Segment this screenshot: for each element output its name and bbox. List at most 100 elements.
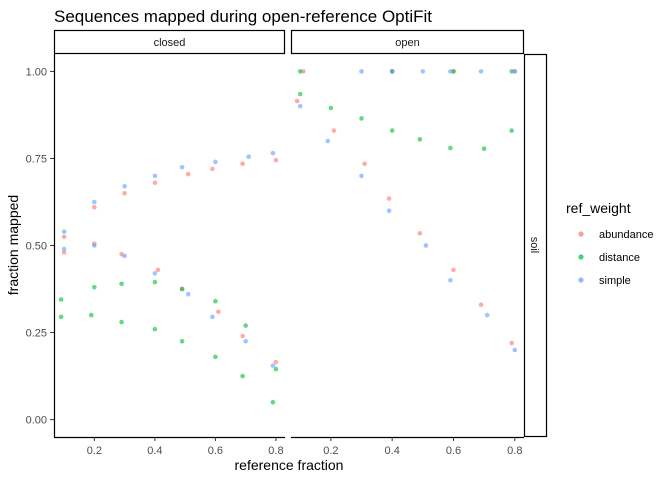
y-tick-label-4: 1.00 xyxy=(26,66,47,78)
point-open-distance-3 xyxy=(359,116,364,121)
strip-soil-box xyxy=(523,53,548,438)
point-closed-abundance-2 xyxy=(92,204,97,210)
x-tick-label-closed-0: 0.2 xyxy=(87,445,102,457)
legend: ref_weight abundance distance simple xyxy=(566,200,653,287)
x-tick-label-closed-1: 0.4 xyxy=(147,445,162,457)
point-closed-abundance-0 xyxy=(61,234,67,240)
points-closed xyxy=(58,150,279,405)
point-closed-simple-12 xyxy=(246,154,251,159)
point-open-distance-2 xyxy=(328,105,334,111)
x-tick-label-open-3: 0.8 xyxy=(507,445,522,457)
strip-soil: soil xyxy=(523,53,548,438)
legend-title: ref_weight xyxy=(566,200,631,216)
legend-key-simple xyxy=(578,277,584,283)
point-open-simple-9 xyxy=(448,278,453,283)
point-closed-abundance-8 xyxy=(185,171,191,177)
point-open-abundance-5 xyxy=(386,196,392,201)
legend-key-distance xyxy=(578,254,584,260)
strip-open-box xyxy=(290,29,525,55)
point-closed-abundance-11 xyxy=(216,309,221,315)
open-x-ticks: 0.2 0.4 0.6 0.8 xyxy=(323,437,522,457)
x-tick-label-open-2: 0.6 xyxy=(446,445,461,457)
point-open-simple-10 xyxy=(478,69,484,74)
point-closed-simple-9 xyxy=(185,291,191,297)
point-closed-distance-8 xyxy=(179,286,185,292)
point-closed-distance-10 xyxy=(213,298,218,304)
point-closed-abundance-15 xyxy=(273,359,279,365)
point-closed-distance-13 xyxy=(240,373,245,379)
closed-x-ticks: 0.2 0.4 0.6 0.8 xyxy=(87,437,284,457)
point-open-distance-0 xyxy=(297,69,303,74)
point-closed-distance-4 xyxy=(119,281,124,287)
strip-closed-box xyxy=(53,29,286,55)
point-closed-simple-0 xyxy=(61,229,67,234)
point-closed-distance-9 xyxy=(179,339,185,344)
legend-item-distance: distance xyxy=(578,252,640,264)
point-open-simple-6 xyxy=(420,69,426,74)
point-closed-distance-12 xyxy=(243,323,248,328)
point-closed-abundance-1 xyxy=(61,250,67,255)
point-open-distance-1 xyxy=(297,91,303,97)
point-closed-simple-15 xyxy=(270,363,276,368)
y-tick-label-3: 0.75 xyxy=(26,153,47,165)
chart-title: Sequences mapped during open-reference O… xyxy=(54,7,432,26)
point-open-abundance-11 xyxy=(509,340,514,346)
point-closed-abundance-6 xyxy=(152,180,158,186)
strip-closed-label: closed xyxy=(154,37,186,49)
point-open-simple-3 xyxy=(359,173,364,179)
point-open-simple-2 xyxy=(359,69,364,74)
point-closed-distance-0 xyxy=(58,297,64,302)
legend-label-distance: distance xyxy=(599,252,640,264)
point-open-abundance-8 xyxy=(451,267,456,273)
point-closed-abundance-14 xyxy=(273,157,279,163)
points-open xyxy=(294,69,518,353)
point-open-distance-8 xyxy=(448,145,453,151)
point-open-simple-0 xyxy=(297,103,303,109)
point-open-simple-8 xyxy=(448,69,453,74)
point-open-abundance-2 xyxy=(331,128,337,133)
point-open-simple-12 xyxy=(512,69,518,74)
y-tick-label-1: 0.25 xyxy=(26,328,47,340)
x-axis-title: reference fraction xyxy=(235,457,344,473)
y-tick-label-2: 0.50 xyxy=(26,241,47,253)
panel-closed: closed 0.2 0.4 0.6 0.8 xyxy=(53,29,286,457)
point-open-abundance-10 xyxy=(478,302,484,308)
x-tick-label-open-1: 0.4 xyxy=(385,445,400,457)
legend-label-simple: simple xyxy=(599,275,631,287)
x-tick-label-open-0: 0.2 xyxy=(323,445,338,457)
point-closed-simple-4 xyxy=(122,184,127,189)
strip-soil-label: soil xyxy=(528,237,540,254)
point-closed-distance-14 xyxy=(273,366,279,372)
point-closed-abundance-12 xyxy=(240,161,245,166)
point-closed-simple-10 xyxy=(213,159,218,165)
point-closed-simple-13 xyxy=(243,339,248,344)
legend-key-abundance xyxy=(578,231,584,237)
y-tick-label-0: 0.00 xyxy=(26,415,47,427)
point-closed-simple-11 xyxy=(210,314,215,320)
point-open-simple-13 xyxy=(512,347,518,353)
x-tick-label-closed-2: 0.6 xyxy=(208,445,223,457)
point-closed-simple-8 xyxy=(179,164,185,170)
point-open-distance-5 xyxy=(389,128,395,133)
point-open-simple-7 xyxy=(423,243,429,248)
x-tick-label-closed-3: 0.8 xyxy=(268,445,283,457)
point-closed-abundance-13 xyxy=(240,333,245,339)
point-open-abundance-7 xyxy=(417,231,423,236)
point-open-distance-10 xyxy=(481,146,487,151)
point-open-abundance-3 xyxy=(362,161,367,166)
point-closed-simple-5 xyxy=(122,253,127,259)
legend-item-simple: simple xyxy=(578,275,631,287)
point-closed-distance-3 xyxy=(89,312,94,318)
panel-open: open 0.2 0.4 0.6 0.8 xyxy=(290,29,525,457)
point-closed-abundance-4 xyxy=(122,191,127,196)
point-closed-simple-3 xyxy=(92,243,97,248)
point-open-simple-4 xyxy=(389,69,395,74)
point-closed-distance-5 xyxy=(119,319,124,325)
strip-open-label: open xyxy=(395,37,419,49)
point-closed-abundance-7 xyxy=(155,267,161,273)
y-axis-ticks: 0.00 0.25 0.50 0.75 1.00 xyxy=(26,66,54,427)
point-closed-abundance-10 xyxy=(210,166,215,172)
point-open-simple-5 xyxy=(386,208,392,213)
point-closed-simple-2 xyxy=(92,199,97,205)
point-closed-simple-14 xyxy=(270,150,276,156)
